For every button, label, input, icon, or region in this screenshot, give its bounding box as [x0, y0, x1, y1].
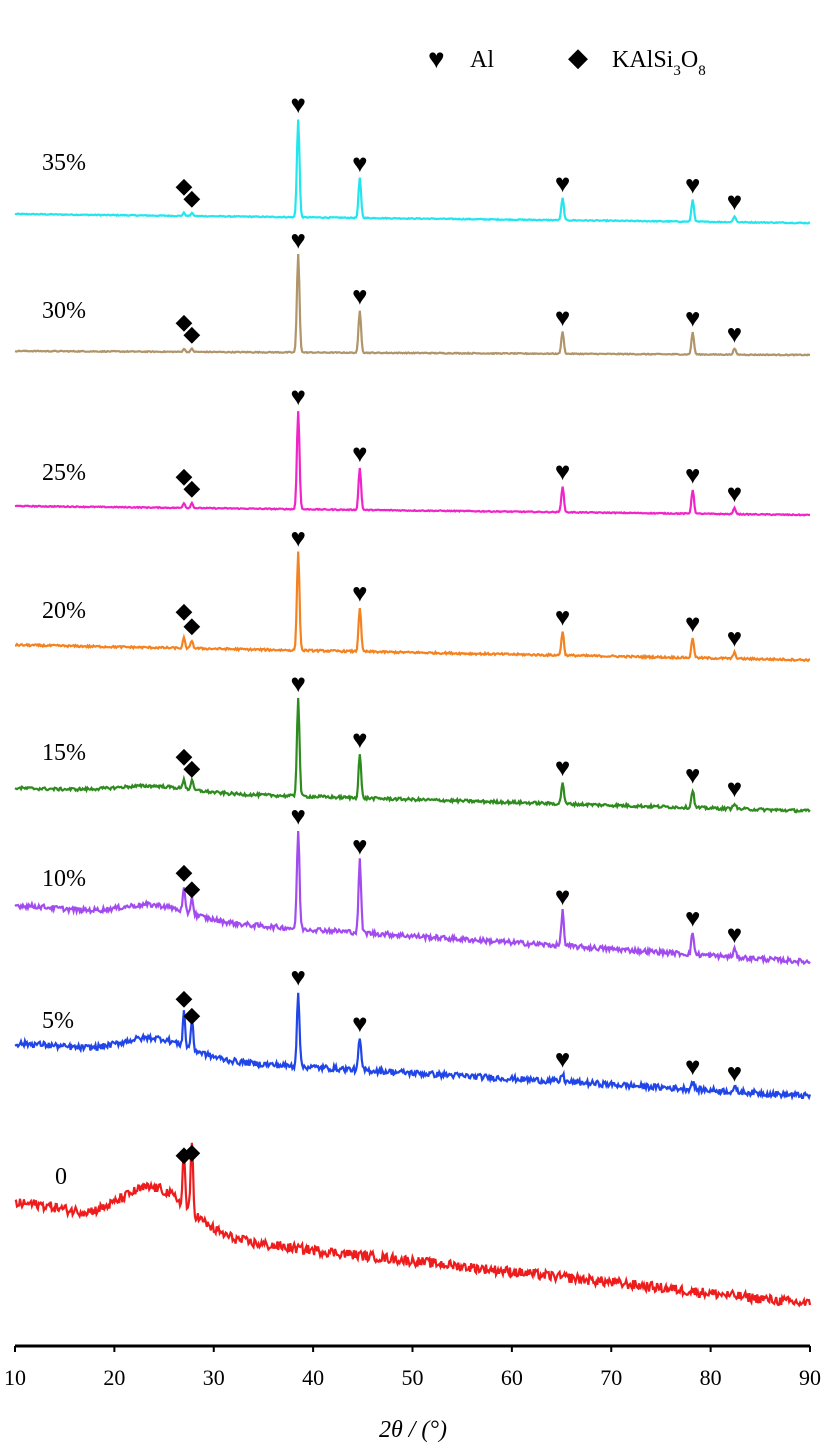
heart-icon: ♥ [352, 149, 367, 178]
x-tick-label: 20 [103, 1365, 125, 1390]
heart-icon: ♥ [291, 90, 306, 119]
series-line-8 [14, 1142, 812, 1308]
series-layer [14, 119, 812, 1308]
heart-icon: ♥ [555, 882, 570, 911]
legend-diamond-icon: ◆ [568, 43, 588, 72]
x-tick-label: 60 [501, 1365, 523, 1390]
diamond-icon: ◆ [183, 475, 200, 500]
marker-layer: 35%♥♥♥ ♥♥◆◆30%♥♥♥ ♥♥◆◆25%♥♥♥ ♥♥◆◆20%♥♥♥ ♥♥◆◆… [42, 90, 742, 1190]
diamond-icon: ◆ [175, 985, 192, 1010]
diamond-icon: ◆ [183, 321, 200, 346]
diamond-icon: ◆ [175, 1141, 192, 1166]
series-label-7: 5% [42, 1008, 74, 1034]
diamond-icon: ◆ [175, 859, 192, 884]
legend-label-kalsi3o8: KAlSi3O8 [612, 47, 706, 79]
diamond-icon: ◆ [175, 463, 192, 488]
heart-icon: ♥ [291, 669, 306, 698]
series-line-7 [14, 992, 812, 1101]
series-line-6 [14, 831, 811, 968]
x-tick-label: 50 [402, 1365, 424, 1390]
series-line-1 [14, 119, 811, 225]
heart-icon: ♥ [352, 725, 367, 754]
heart-icon: ♥ [685, 903, 700, 932]
heart-icon: ♥ [727, 624, 742, 653]
legend-label-al: Al [470, 47, 494, 73]
x-tick-label: 10 [4, 1365, 26, 1390]
diamond-icon: ◆ [183, 612, 200, 637]
heart-icon: ♥ [685, 461, 700, 490]
heart-icon: ♥ [291, 962, 306, 991]
x-axis-label: 2θ / (°) [379, 1417, 447, 1443]
series-label-5: 15% [42, 740, 86, 766]
heart-icon: ♥ [685, 171, 700, 200]
heart-icon: ♥ [352, 439, 367, 468]
diamond-icon: ◆ [175, 173, 192, 198]
x-tick-layer: 10 20 30 40 50 60 70 80 90 [4, 1346, 821, 1390]
heart-icon: ♥ [291, 382, 306, 411]
heart-icon: ♥ [727, 320, 742, 349]
series-line-5 [14, 697, 811, 814]
series-line-3 [14, 411, 810, 517]
x-tick-label: 40 [302, 1365, 324, 1390]
heart-icon: ♥ [685, 303, 700, 332]
x-tick-label: 30 [203, 1365, 225, 1390]
heart-icon: ♥ [555, 457, 570, 486]
series-label-4: 20% [42, 598, 86, 624]
heart-icon: ♥ [352, 832, 367, 861]
diamond-icon: ◆ [183, 876, 200, 901]
series-label-1: 35% [42, 150, 86, 176]
heart-icon: ♥ [352, 579, 367, 608]
heart-icon: ♥ [727, 920, 742, 949]
heart-icon: ♥ [555, 753, 570, 782]
diamond-icon: ◆ [183, 1002, 200, 1027]
series-label-6: 10% [42, 866, 86, 892]
diamond-icon: ◆ [183, 185, 200, 210]
heart-icon: ♥ [555, 169, 570, 198]
diamond-icon: ◆ [175, 598, 192, 623]
legend: ♥ Al ◆ KAlSi3O8 [428, 43, 706, 79]
heart-icon: ♥ [291, 225, 306, 254]
heart-icon: ♥ [555, 303, 570, 332]
heart-icon: ♥ [685, 609, 700, 638]
heart-icon: ♥ [352, 1009, 367, 1038]
x-tick-label: 80 [700, 1365, 722, 1390]
diamond-icon: ◆ [175, 309, 192, 334]
diamond-icon: ◆ [183, 1139, 200, 1164]
series-label-3: 25% [42, 460, 86, 486]
heart-icon: ♥ [555, 602, 570, 631]
heart-icon: ♥ [685, 1052, 700, 1081]
x-tick-label: 70 [600, 1365, 622, 1390]
heart-icon: ♥ [727, 187, 742, 216]
heart-icon: ♥ [352, 282, 367, 311]
heart-icon: ♥ [727, 774, 742, 803]
series-line-4 [15, 551, 811, 663]
legend-heart-icon: ♥ [428, 44, 445, 75]
heart-icon: ♥ [685, 761, 700, 790]
diamond-icon: ◆ [183, 755, 200, 780]
series-label-2: 30% [42, 298, 86, 324]
heart-icon: ♥ [555, 1045, 570, 1074]
series-label-8: 0 [55, 1164, 67, 1190]
heart-icon: ♥ [291, 523, 306, 552]
heart-icon: ♥ [291, 802, 306, 831]
diamond-icon: ◆ [175, 743, 192, 768]
heart-icon: ♥ [727, 479, 742, 508]
series-line-2 [14, 254, 811, 357]
heart-icon: ♥ [727, 1059, 742, 1088]
x-tick-label: 90 [799, 1365, 821, 1390]
